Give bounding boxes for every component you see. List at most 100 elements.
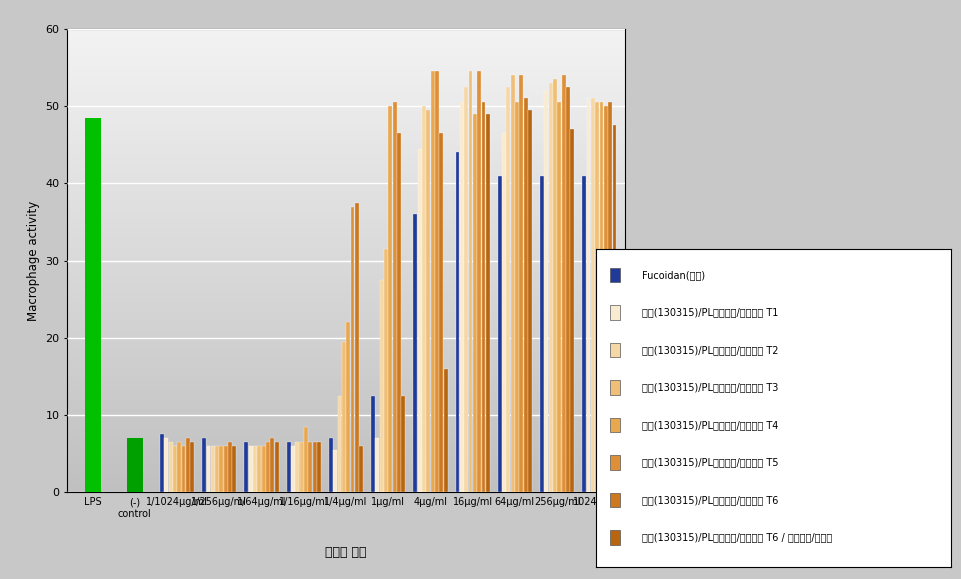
Bar: [127, 438, 143, 492]
Bar: [182, 446, 185, 492]
Bar: [67, 302, 625, 307]
FancyBboxPatch shape: [610, 418, 620, 432]
Bar: [612, 126, 616, 492]
Bar: [67, 131, 625, 135]
Bar: [67, 237, 625, 242]
Bar: [498, 175, 502, 492]
Bar: [67, 446, 625, 450]
Bar: [67, 381, 625, 386]
Bar: [540, 175, 544, 492]
Bar: [591, 98, 595, 492]
Bar: [388, 106, 392, 492]
Bar: [261, 446, 265, 492]
Bar: [67, 367, 625, 372]
Bar: [67, 316, 625, 321]
Bar: [413, 214, 417, 492]
Bar: [337, 395, 341, 492]
Bar: [67, 251, 625, 256]
Bar: [600, 102, 604, 492]
Bar: [67, 173, 625, 177]
Text: 강황(130315)/PL균사발효/배양시간 T3: 강황(130315)/PL균사발효/배양시간 T3: [642, 383, 778, 393]
Bar: [300, 442, 304, 492]
Bar: [544, 91, 548, 492]
Text: 강황(130315)/PL균사발효/배양시간 T2: 강황(130315)/PL균사발효/배양시간 T2: [642, 345, 778, 355]
Bar: [586, 98, 590, 492]
Bar: [67, 464, 625, 469]
Bar: [67, 228, 625, 233]
Bar: [67, 242, 625, 247]
Bar: [67, 284, 625, 288]
Bar: [67, 149, 625, 154]
Bar: [202, 438, 206, 492]
Bar: [67, 94, 625, 98]
Bar: [67, 154, 625, 159]
FancyBboxPatch shape: [610, 268, 620, 283]
Bar: [67, 159, 625, 163]
Bar: [67, 390, 625, 395]
Bar: [67, 29, 625, 34]
Bar: [402, 395, 406, 492]
Bar: [528, 110, 532, 492]
Text: 강황(130315)/PL균사발효/배양시간 T6 / 효소처리/열처리: 강황(130315)/PL균사발효/배양시간 T6 / 효소처리/열처리: [642, 533, 832, 543]
Bar: [67, 265, 625, 270]
Bar: [219, 446, 223, 492]
Bar: [67, 339, 625, 344]
Bar: [608, 102, 612, 492]
Bar: [444, 369, 448, 492]
Bar: [67, 214, 625, 219]
Bar: [67, 66, 625, 71]
Bar: [67, 344, 625, 349]
FancyBboxPatch shape: [610, 343, 620, 357]
Bar: [67, 358, 625, 362]
FancyBboxPatch shape: [610, 493, 620, 507]
Bar: [67, 413, 625, 418]
Bar: [67, 437, 625, 441]
Bar: [67, 196, 625, 200]
Bar: [67, 432, 625, 437]
FancyBboxPatch shape: [610, 455, 620, 470]
Bar: [515, 102, 519, 492]
FancyBboxPatch shape: [610, 530, 620, 545]
Bar: [67, 325, 625, 330]
Bar: [67, 372, 625, 376]
Text: 강황(130315)/PL균사발효/배양시간 T4: 강황(130315)/PL균사발효/배양시간 T4: [642, 420, 778, 430]
Bar: [67, 71, 625, 75]
Bar: [439, 133, 443, 492]
Bar: [456, 152, 459, 492]
Bar: [481, 102, 485, 492]
Bar: [67, 469, 625, 474]
Bar: [478, 71, 481, 492]
Bar: [67, 219, 625, 223]
Bar: [346, 323, 350, 492]
Bar: [67, 349, 625, 353]
Bar: [431, 71, 434, 492]
Bar: [317, 442, 321, 492]
Bar: [557, 102, 561, 492]
Bar: [67, 335, 625, 339]
Bar: [486, 114, 490, 492]
Bar: [249, 446, 253, 492]
Bar: [469, 71, 473, 492]
Bar: [228, 442, 232, 492]
Bar: [595, 102, 599, 492]
Bar: [258, 446, 261, 492]
Bar: [67, 43, 625, 47]
Bar: [275, 442, 279, 492]
Bar: [67, 386, 625, 390]
Bar: [295, 442, 299, 492]
Bar: [67, 293, 625, 298]
Bar: [67, 274, 625, 279]
Bar: [333, 450, 337, 492]
Bar: [67, 57, 625, 61]
Bar: [67, 400, 625, 404]
Bar: [67, 427, 625, 432]
Bar: [67, 330, 625, 335]
Bar: [67, 450, 625, 455]
Bar: [291, 446, 295, 492]
Bar: [67, 288, 625, 293]
Bar: [266, 442, 270, 492]
Bar: [67, 223, 625, 228]
Bar: [376, 438, 380, 492]
Bar: [67, 145, 625, 149]
Bar: [67, 135, 625, 140]
